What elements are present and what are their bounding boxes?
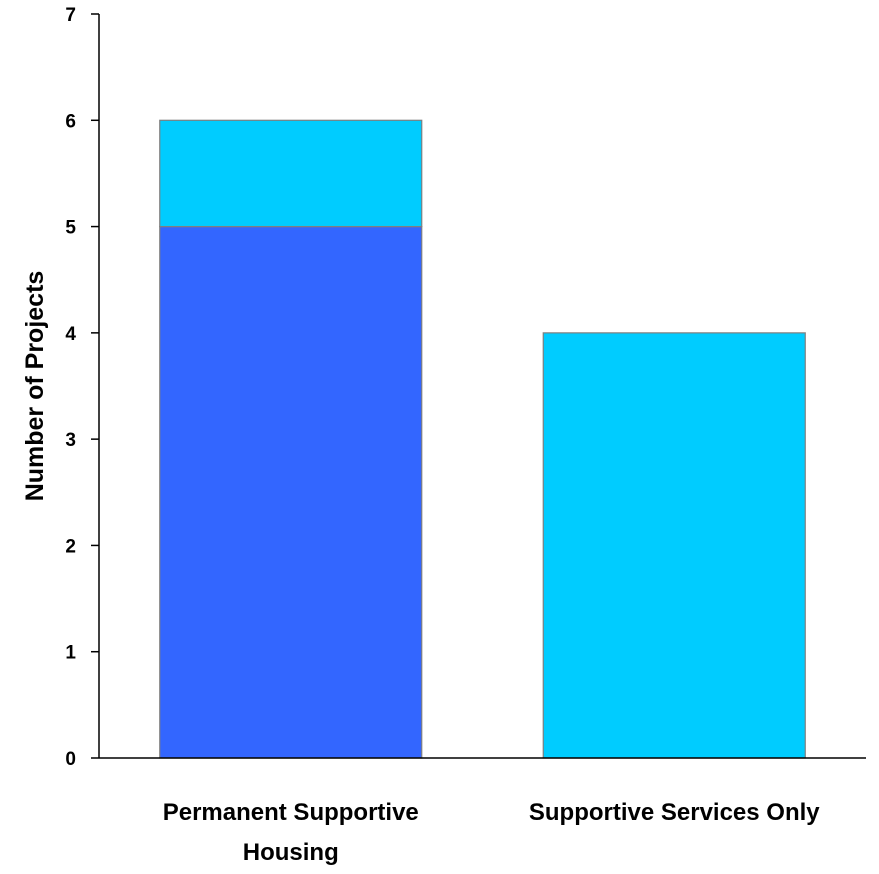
x-axis: Permanent Supportive Housing Supportive Se… [99,757,866,866]
y-axis-title: Number of Projects [21,271,49,502]
bar-segment [542,332,806,759]
x-tick-label: Permanent Supportive [163,799,419,826]
x-tick-label: Housing [243,839,339,866]
y-tick-label: 5 [65,218,76,239]
y-tick-label: 3 [65,430,76,451]
x-tick-label: Supportive Services Only [529,799,820,826]
y-tick-label: 1 [65,643,76,664]
bars [159,119,806,759]
y-tick-label: 0 [65,749,76,770]
y-tick-label: 4 [65,324,76,345]
bar-segment [159,119,423,228]
y-axis: 0 1 2 3 4 5 6 7 [65,5,100,770]
y-tick-label: 6 [65,111,76,132]
y-tick-label: 7 [65,5,76,26]
bar-segment [159,225,423,759]
y-tick-label: 2 [65,536,76,557]
